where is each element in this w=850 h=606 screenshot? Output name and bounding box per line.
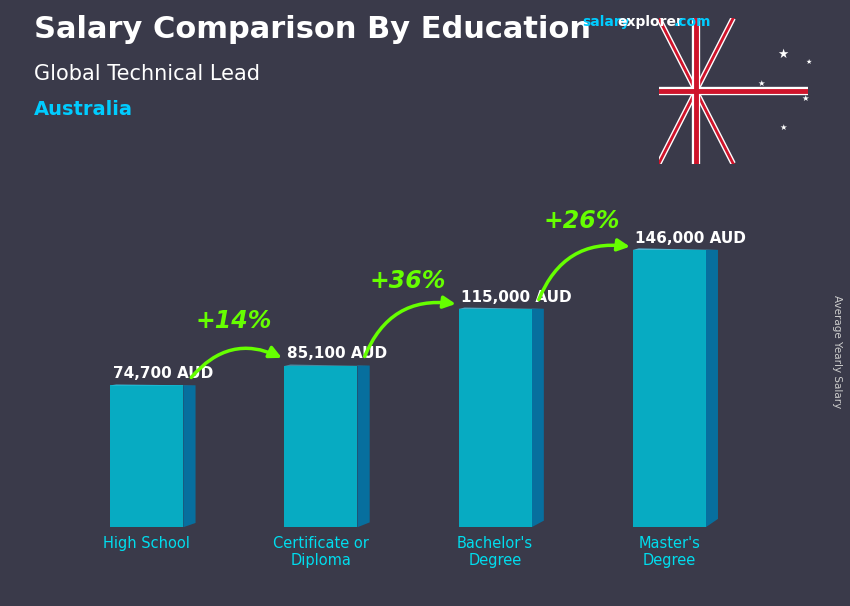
Text: ★: ★: [802, 94, 809, 102]
Polygon shape: [531, 308, 544, 527]
Polygon shape: [706, 250, 718, 527]
Text: 85,100 AUD: 85,100 AUD: [286, 346, 387, 361]
FancyBboxPatch shape: [110, 385, 184, 527]
Text: ★: ★: [757, 79, 765, 88]
Text: 74,700 AUD: 74,700 AUD: [113, 366, 212, 381]
Text: +36%: +36%: [370, 270, 446, 293]
Text: 115,000 AUD: 115,000 AUD: [461, 290, 571, 304]
Text: Salary Comparison By Education: Salary Comparison By Education: [34, 15, 591, 44]
FancyBboxPatch shape: [285, 365, 358, 527]
Text: ★: ★: [778, 48, 789, 61]
Text: Average Yearly Salary: Average Yearly Salary: [832, 295, 842, 408]
Text: explorer: explorer: [617, 15, 683, 29]
Text: salary: salary: [582, 15, 630, 29]
Text: .com: .com: [674, 15, 711, 29]
Polygon shape: [184, 385, 196, 527]
Text: Global Technical Lead: Global Technical Lead: [34, 64, 260, 84]
Text: +14%: +14%: [196, 310, 272, 333]
Text: ★: ★: [779, 123, 787, 132]
Text: +26%: +26%: [544, 209, 620, 233]
Text: Australia: Australia: [34, 100, 133, 119]
Polygon shape: [358, 365, 370, 527]
Text: ★: ★: [806, 59, 813, 65]
Polygon shape: [632, 248, 718, 250]
FancyBboxPatch shape: [632, 250, 706, 527]
Text: 146,000 AUD: 146,000 AUD: [635, 231, 746, 245]
FancyBboxPatch shape: [458, 308, 531, 527]
